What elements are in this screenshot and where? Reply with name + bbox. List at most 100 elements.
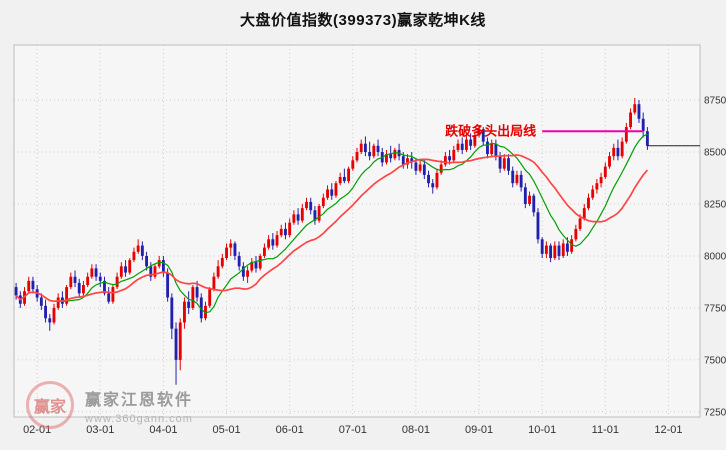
candle-body [191,287,195,308]
x-axis-label: 12-01 [654,424,682,436]
candle-body [414,162,418,171]
x-axis-label: 03-01 [86,424,114,436]
candle-body [338,176,342,184]
candle-body [107,293,111,302]
candle-body [132,251,136,261]
candle-body [115,276,119,288]
candle-body [544,245,548,254]
y-axis-label: 8000 [704,251,726,262]
y-axis-label: 7500 [704,355,726,366]
candle-body [561,243,565,256]
candle-body [578,218,582,229]
candle-body [536,212,540,240]
candle-body [389,154,393,159]
y-axis-label: 8750 [704,96,726,107]
candle-body [296,214,300,221]
candle-body [418,164,422,171]
candle-body [637,104,641,119]
candle-body [77,282,81,294]
candle-body [608,156,611,167]
candle-body [528,195,531,204]
candle-body [90,268,94,277]
candle-body [313,210,317,221]
candle-body [624,127,628,142]
candle-body [166,272,170,298]
candle-body [448,156,452,161]
y-axis-label: 8500 [704,148,726,159]
candle-body [393,149,397,159]
candle-body [629,112,632,128]
candle-body [220,258,224,267]
candle-body [44,305,47,319]
candle-body [523,187,527,204]
candle-body [309,201,313,211]
candle-body [645,131,649,146]
plot-area[interactable] [14,45,700,417]
candle-body [187,301,191,308]
candle-body [620,141,624,157]
candle-body [153,266,157,277]
candle-body [103,280,106,294]
candle-body [351,160,355,169]
candle-body [267,239,271,248]
candle-body [372,145,376,157]
candle-body [452,149,456,161]
candle-body [212,276,216,290]
candle-body [178,322,182,360]
candle-body [363,143,367,153]
candle-body [225,247,228,259]
candle-body [401,156,405,165]
candle-body [149,266,153,277]
candle-body [481,129,485,142]
candle-body [515,174,519,184]
candle-body [52,307,56,323]
candle-body [633,104,637,113]
candle-body [427,174,430,184]
candle-body [86,276,90,286]
candle-body [410,158,414,163]
candle-body [376,145,380,153]
x-axis-label: 10-01 [528,424,556,436]
candle-body [616,147,620,157]
candle-body [246,270,250,277]
candle-body [519,174,523,188]
candle-body [237,255,241,267]
candle-body [136,245,140,252]
candle-body [494,143,498,157]
candle-body [330,189,334,196]
candle-body [145,255,149,267]
candle-body [157,260,161,267]
candle-body [27,280,31,292]
candle-body [406,158,409,165]
candle-body [540,239,544,254]
candle-body [124,266,127,273]
candle-body [347,168,351,182]
chart-title: 大盘价值指数(399373)赢家乾坤K线 [240,12,486,29]
candle-body [359,143,363,153]
candle-body [385,154,388,163]
candle-body [587,197,590,209]
candle-body [599,176,603,184]
candle-body [498,156,502,169]
candle-body [464,139,468,150]
candle-body [532,195,536,213]
candle-body [355,152,359,161]
candle-body [65,287,69,304]
candle-body [574,228,578,240]
candle-body [300,208,304,221]
candle-body [284,228,287,236]
candle-body [490,143,494,155]
candle-body [98,276,102,281]
candle-body [56,297,60,308]
candle-body [557,245,561,256]
candle-body [460,143,464,150]
annotation-text: 跌破多头出局线 [445,124,536,139]
candle-body [595,183,599,190]
long-ma-line [15,154,649,303]
candle-body [570,239,574,252]
candle-body [477,129,481,136]
candle-body [342,176,346,182]
candle-body [326,189,329,198]
candle-body [258,255,262,269]
